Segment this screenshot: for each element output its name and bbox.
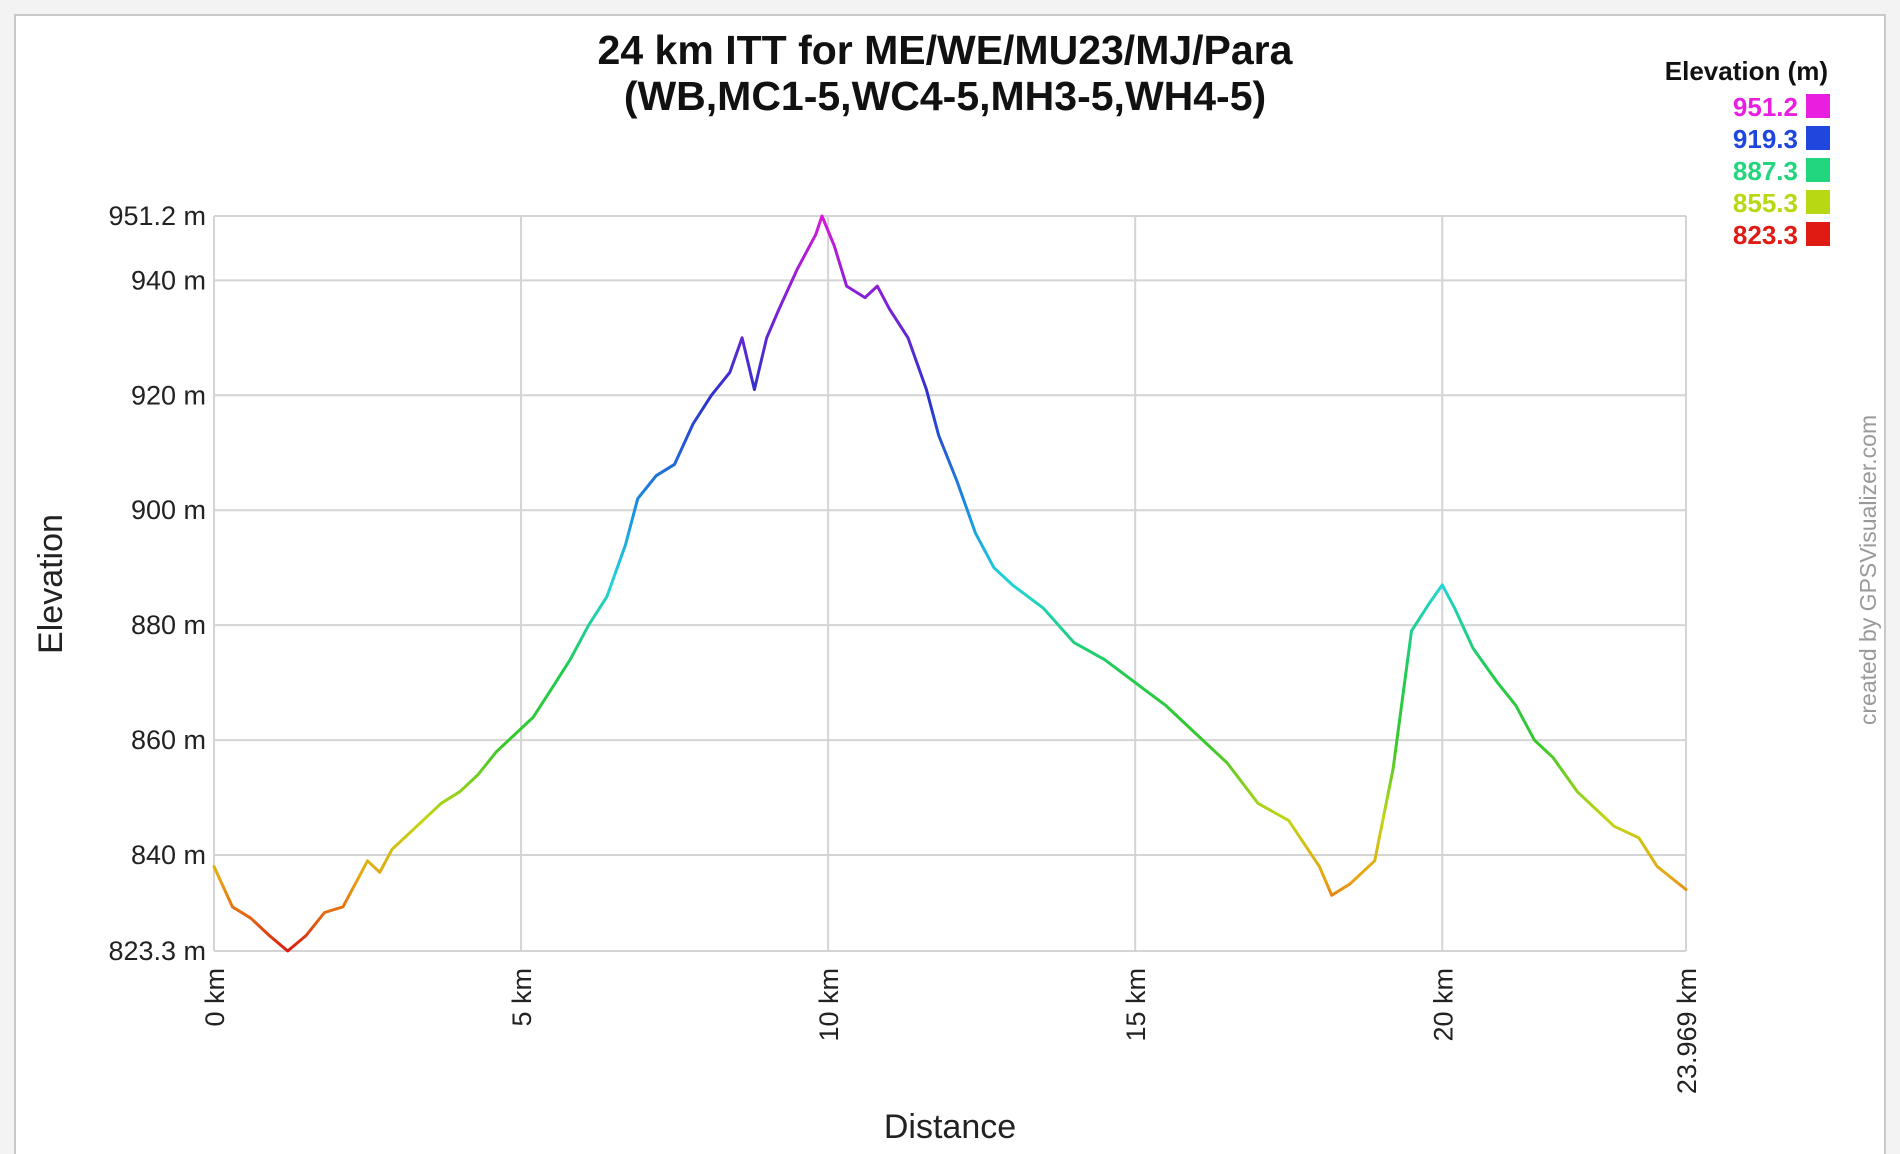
legend-title: Elevation (m) — [1665, 56, 1828, 86]
y-axis-ticks: 823.3 m 840 m 860 m 880 m 900 m 920 m 940 m 951… — [108, 201, 206, 966]
y-tick-label: 860 m — [131, 725, 206, 755]
x-tick-label: 20 km — [1428, 968, 1458, 1042]
elevation-series-line — [212, 214, 1688, 953]
chart-title-line-2: (WB,MC1-5,WC4-5,MH3-5,WH4-5) — [624, 73, 1266, 119]
legend-swatch — [1806, 126, 1830, 150]
legend-swatch — [1806, 190, 1830, 214]
legend-item-label: 919.3 — [1733, 124, 1798, 154]
grid — [213, 215, 1687, 952]
x-tick-label: 23.969 km — [1672, 968, 1702, 1094]
y-tick-label: 920 m — [131, 380, 206, 410]
legend-item-label: 823.3 — [1733, 220, 1798, 250]
x-tick-label: 0 km — [200, 968, 230, 1027]
y-tick-label: 900 m — [131, 495, 206, 525]
y-tick-label: 951.2 m — [108, 201, 206, 231]
x-tick-label: 5 km — [507, 968, 537, 1027]
y-tick-label: 940 m — [131, 265, 206, 295]
legend-item-label: 951.2 — [1733, 92, 1798, 122]
y-axis-label: Elevation — [32, 514, 70, 654]
y-tick-label: 823.3 m — [108, 936, 206, 966]
chart-frame — [14, 14, 1886, 1154]
x-tick-label: 15 km — [1121, 968, 1151, 1042]
y-tick-label: 840 m — [131, 840, 206, 870]
chart-title-line-1: 24 km ITT for ME/WE/MU23/MJ/Para — [598, 27, 1294, 73]
x-tick-label: 10 km — [814, 968, 844, 1042]
legend-swatch — [1806, 158, 1830, 182]
legend-swatch — [1806, 94, 1830, 118]
legend-item-label: 887.3 — [1733, 156, 1798, 186]
x-axis-label: Distance — [884, 1108, 1016, 1141]
y-tick-label: 880 m — [131, 610, 206, 640]
legend-item-label: 855.3 — [1733, 188, 1798, 218]
credit-text: created by GPSVisualizer.com — [1855, 415, 1881, 725]
x-axis-ticks: 0 km 5 km 10 km 15 km 20 km 23.969 km — [200, 968, 1702, 1094]
legend-swatch — [1806, 222, 1830, 246]
